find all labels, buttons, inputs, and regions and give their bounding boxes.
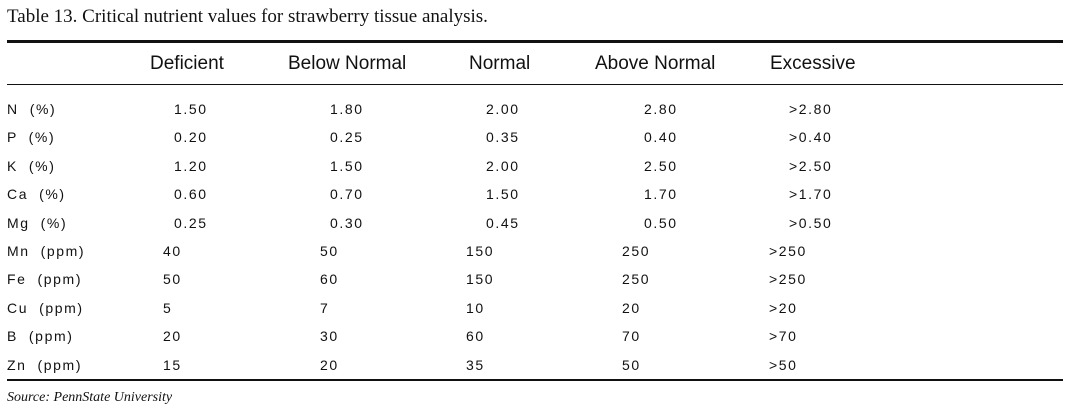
cell-normal: 2.00 bbox=[486, 101, 520, 117]
row-label: N (%) bbox=[7, 101, 57, 117]
cell-excessive: >50 bbox=[769, 357, 798, 373]
cell-normal: 10 bbox=[466, 300, 485, 316]
row-label: B (ppm) bbox=[7, 328, 74, 344]
cell-deficient: 1.20 bbox=[174, 158, 208, 174]
row-label: Fe (ppm) bbox=[7, 271, 83, 287]
cell-deficient: 5 bbox=[163, 300, 173, 316]
cell-deficient: 15 bbox=[163, 357, 182, 373]
row-label: K (%) bbox=[7, 158, 56, 174]
cell-below-normal: 0.30 bbox=[330, 215, 364, 231]
row-label: Zn (ppm) bbox=[7, 357, 83, 373]
cell-below-normal: 50 bbox=[320, 243, 339, 259]
cell-above-normal: 2.80 bbox=[644, 101, 678, 117]
table-row: Ca (%) 0.60 0.70 1.50 1.70 >1.70 bbox=[0, 185, 1082, 205]
cell-above-normal: 1.70 bbox=[644, 186, 678, 202]
cell-deficient: 0.20 bbox=[174, 129, 208, 145]
row-label: Mn (ppm) bbox=[7, 243, 86, 259]
row-label: P (%) bbox=[7, 129, 56, 145]
cell-excessive: >2.50 bbox=[789, 158, 833, 174]
cell-above-normal: 250 bbox=[622, 271, 651, 287]
cell-above-normal: 0.40 bbox=[644, 129, 678, 145]
table-row: K (%) 1.20 1.50 2.00 2.50 >2.50 bbox=[0, 157, 1082, 177]
cell-deficient: 0.60 bbox=[174, 186, 208, 202]
cell-below-normal: 20 bbox=[320, 357, 339, 373]
cell-deficient: 20 bbox=[163, 328, 182, 344]
column-header-deficient: Deficient bbox=[150, 53, 224, 74]
table-bottom-rule bbox=[7, 379, 1063, 381]
cell-below-normal: 30 bbox=[320, 328, 339, 344]
cell-deficient: 50 bbox=[163, 271, 182, 287]
cell-above-normal: 20 bbox=[622, 300, 641, 316]
table-row: Mg (%) 0.25 0.30 0.45 0.50 >0.50 bbox=[0, 214, 1082, 234]
cell-above-normal: 250 bbox=[622, 243, 651, 259]
cell-excessive: >0.50 bbox=[789, 215, 833, 231]
cell-below-normal: 0.70 bbox=[330, 186, 364, 202]
cell-above-normal: 70 bbox=[622, 328, 641, 344]
row-label: Mg (%) bbox=[7, 215, 68, 231]
column-header-above-normal: Above Normal bbox=[595, 53, 716, 74]
cell-deficient: 1.50 bbox=[174, 101, 208, 117]
cell-normal: 60 bbox=[466, 328, 485, 344]
cell-normal: 2.00 bbox=[486, 158, 520, 174]
cell-normal: 0.45 bbox=[486, 215, 520, 231]
cell-below-normal: 1.80 bbox=[330, 101, 364, 117]
cell-excessive: >1.70 bbox=[789, 186, 833, 202]
cell-below-normal: 1.50 bbox=[330, 158, 364, 174]
column-header-excessive: Excessive bbox=[770, 53, 856, 74]
cell-deficient: 0.25 bbox=[174, 215, 208, 231]
cell-normal: 150 bbox=[466, 271, 495, 287]
cell-excessive: >0.40 bbox=[789, 129, 833, 145]
cell-normal: 35 bbox=[466, 357, 485, 373]
cell-deficient: 40 bbox=[163, 243, 182, 259]
table-row: B (ppm) 20 30 60 70 >70 bbox=[0, 327, 1082, 347]
cell-excessive: >250 bbox=[769, 243, 807, 259]
cell-above-normal: 0.50 bbox=[644, 215, 678, 231]
cell-above-normal: 50 bbox=[622, 357, 641, 373]
table-row: Zn (ppm) 15 20 35 50 >50 bbox=[0, 356, 1082, 376]
cell-below-normal: 60 bbox=[320, 271, 339, 287]
table-row: Fe (ppm) 50 60 150 250 >250 bbox=[0, 270, 1082, 290]
row-label: Ca (%) bbox=[7, 186, 66, 202]
cell-below-normal: 7 bbox=[320, 300, 330, 316]
cell-excessive: >70 bbox=[769, 328, 798, 344]
cell-normal: 1.50 bbox=[486, 186, 520, 202]
cell-normal: 0.35 bbox=[486, 129, 520, 145]
cell-normal: 150 bbox=[466, 243, 495, 259]
cell-excessive: >2.80 bbox=[789, 101, 833, 117]
header-separator-rule bbox=[7, 84, 1063, 85]
cell-excessive: >250 bbox=[769, 271, 807, 287]
cell-excessive: >20 bbox=[769, 300, 798, 316]
table-row: P (%) 0.20 0.25 0.35 0.40 >0.40 bbox=[0, 128, 1082, 148]
row-label: Cu (ppm) bbox=[7, 300, 84, 316]
column-header-normal: Normal bbox=[469, 53, 531, 74]
table-row: Mn (ppm) 40 50 150 250 >250 bbox=[0, 242, 1082, 262]
column-header-below-normal: Below Normal bbox=[288, 53, 407, 74]
source-note: Source: PennState University bbox=[7, 390, 173, 405]
cell-above-normal: 2.50 bbox=[644, 158, 678, 174]
cell-below-normal: 0.25 bbox=[330, 129, 364, 145]
table-row: N (%) 1.50 1.80 2.00 2.80 >2.80 bbox=[0, 100, 1082, 120]
table-row: Cu (ppm) 5 7 10 20 >20 bbox=[0, 299, 1082, 319]
table-caption: Table 13. Critical nutrient values for s… bbox=[7, 6, 488, 27]
table-top-rule bbox=[7, 40, 1063, 43]
